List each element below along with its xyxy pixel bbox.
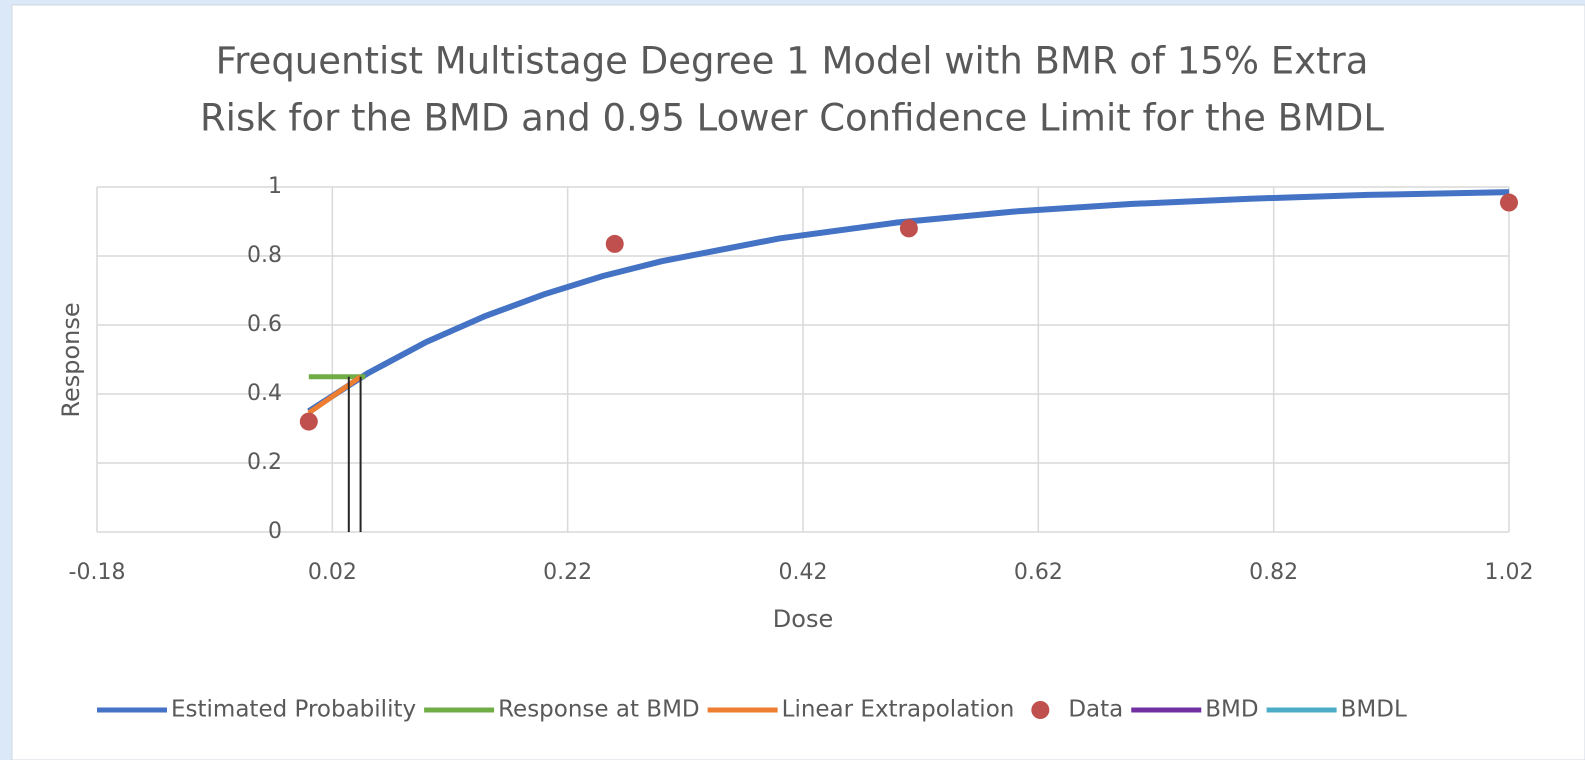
y-tick-label: 0.2 bbox=[247, 450, 282, 475]
data-point bbox=[299, 412, 318, 431]
legend-label: Response at BMD bbox=[498, 697, 700, 723]
legend-label: BMDL bbox=[1341, 697, 1407, 723]
legend-label: Data bbox=[1068, 697, 1123, 723]
y-tick-label: 0 bbox=[268, 519, 282, 544]
legend-label: Linear Extrapolation bbox=[782, 697, 1015, 723]
legend-marker bbox=[1031, 701, 1050, 719]
y-tick-label: 0.8 bbox=[247, 243, 282, 268]
data-point bbox=[605, 234, 624, 253]
series-line bbox=[307, 189, 1510, 414]
data-point bbox=[1500, 193, 1518, 212]
x-tick-label: -0.18 bbox=[69, 560, 126, 585]
chart-title: Risk for the BMD and 0.95 Lower Confiden… bbox=[200, 97, 1384, 140]
chart-area bbox=[11, 4, 1585, 760]
y-tick-label: 0.4 bbox=[247, 381, 282, 406]
x-tick-label: 0.42 bbox=[779, 560, 828, 585]
chart-title: Frequentist Multistage Degree 1 Model wi… bbox=[216, 40, 1369, 83]
x-tick-label: 1.02 bbox=[1485, 560, 1534, 585]
x-tick-label: 0.22 bbox=[543, 560, 592, 585]
y-axis-label: Response bbox=[57, 302, 85, 417]
x-axis-label: Dose bbox=[773, 605, 833, 633]
y-tick-label: 1 bbox=[268, 174, 282, 199]
x-tick-label: 0.02 bbox=[308, 560, 357, 585]
y-tick-label: 0.6 bbox=[247, 312, 282, 337]
legend-label: BMD bbox=[1205, 697, 1258, 723]
data-point bbox=[899, 219, 918, 238]
x-tick-label: 0.62 bbox=[1014, 560, 1063, 585]
legend-label: Estimated Probability bbox=[171, 697, 416, 723]
x-tick-label: 0.82 bbox=[1249, 560, 1298, 585]
series-line bbox=[307, 374, 363, 416]
